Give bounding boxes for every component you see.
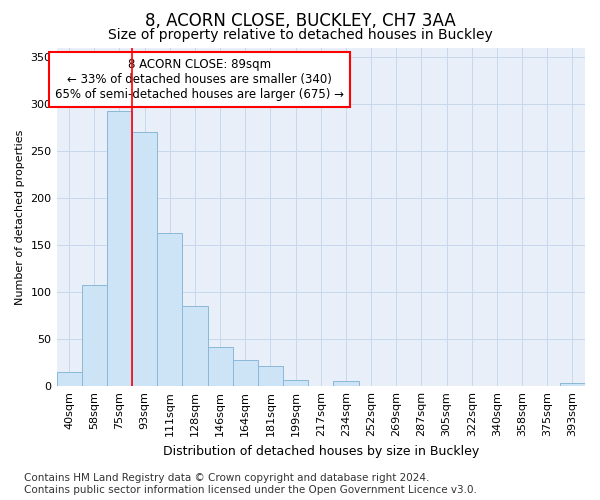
Bar: [157, 233, 182, 386]
Bar: [334, 380, 359, 386]
Text: Contains HM Land Registry data © Crown copyright and database right 2024.
Contai: Contains HM Land Registry data © Crown c…: [24, 474, 477, 495]
Text: 8, ACORN CLOSE, BUCKLEY, CH7 3AA: 8, ACORN CLOSE, BUCKLEY, CH7 3AA: [145, 12, 455, 30]
Bar: [560, 384, 585, 386]
Bar: [182, 306, 208, 386]
Bar: [233, 360, 258, 386]
Bar: [132, 132, 157, 386]
Text: Size of property relative to detached houses in Buckley: Size of property relative to detached ho…: [107, 28, 493, 42]
Bar: [56, 372, 82, 386]
Text: 8 ACORN CLOSE: 89sqm
← 33% of detached houses are smaller (340)
65% of semi-deta: 8 ACORN CLOSE: 89sqm ← 33% of detached h…: [55, 58, 344, 100]
Bar: [82, 284, 107, 386]
Bar: [283, 380, 308, 386]
X-axis label: Distribution of detached houses by size in Buckley: Distribution of detached houses by size …: [163, 444, 479, 458]
Bar: [258, 366, 283, 386]
Y-axis label: Number of detached properties: Number of detached properties: [15, 129, 25, 304]
Bar: [208, 346, 233, 386]
Bar: [107, 110, 132, 386]
